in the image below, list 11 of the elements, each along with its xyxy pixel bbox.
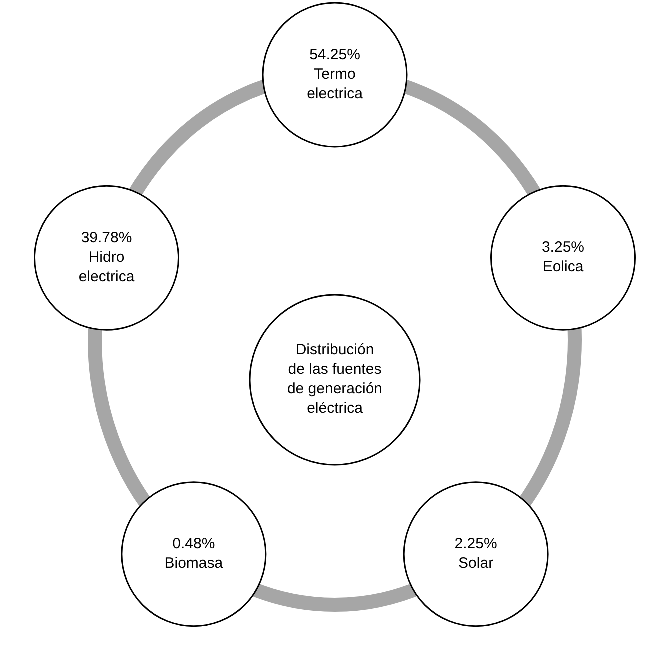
text: Distribución de las fuentes de generación eléctrica xyxy=(287,342,383,417)
data-label: 2.25% xyxy=(454,535,498,552)
category-label: Eolica xyxy=(542,258,584,276)
data-label: 3.25% xyxy=(542,239,585,256)
category-label: Biomasa xyxy=(164,554,224,572)
category-label: Hidro electrica xyxy=(78,248,136,286)
category-label: Termo electrica xyxy=(307,66,364,102)
category-label: Solar xyxy=(458,554,494,572)
data-label: 54.25% xyxy=(310,46,360,64)
data-label: 39.78% xyxy=(81,229,132,246)
data-label: 0.48% xyxy=(172,535,216,552)
